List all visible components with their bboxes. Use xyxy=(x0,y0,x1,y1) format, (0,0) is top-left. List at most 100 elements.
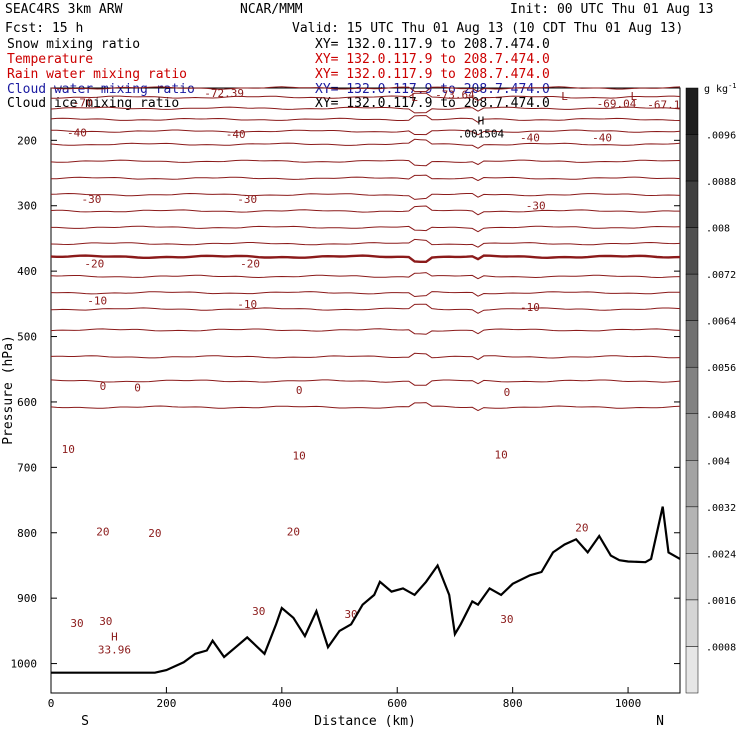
isotherm--30 xyxy=(50,159,681,167)
init-time: Init: 00 UTC Thu 01 Aug 13 xyxy=(510,2,714,17)
field-rain: Rain water mixing ratio xyxy=(7,67,187,82)
x-tick-label: 800 xyxy=(503,697,523,710)
contour-labels: -72.39 -73.64 -70 -69.04 -67.1 -40 -40 -40 -40 -3… xyxy=(62,87,681,630)
contour-label: -69.04 xyxy=(597,98,637,111)
y-tick-label: 200 xyxy=(17,134,37,147)
contour-label: 20 xyxy=(96,525,109,538)
contour-label: 20 xyxy=(575,522,588,535)
contour-label: -72.39 xyxy=(204,87,244,100)
field-temperature: Temperature xyxy=(7,52,93,67)
colorbar-tick-label: .0056 xyxy=(706,363,736,374)
south-end-label: S xyxy=(81,714,89,729)
contour-label: 10 xyxy=(293,450,306,463)
colorbar: .0096 .0088 .008 .0072 .0064 .0056 .0048 .004 .0… xyxy=(685,87,736,694)
model-title: SEAC4RS 3km ARW xyxy=(5,2,123,17)
contour-label: -73.64 xyxy=(435,89,475,102)
isotherm--60 xyxy=(50,92,681,102)
extremum-mark: H xyxy=(478,115,485,128)
isotherm-30 xyxy=(50,402,681,412)
y-tick-label: 700 xyxy=(17,461,37,474)
colorbar-tick-label: .0096 xyxy=(706,131,736,142)
y-tick-label: 300 xyxy=(17,200,37,213)
isotherm-0 xyxy=(50,254,681,263)
contour-label: -30 xyxy=(237,193,257,206)
contour-label: -10 xyxy=(87,295,107,308)
isotherm-5 xyxy=(50,272,681,280)
extremum-mark: H xyxy=(111,631,118,644)
colorbar-segment xyxy=(685,506,699,554)
colorbar-tick-label: .0064 xyxy=(706,317,736,328)
isotherm-18 xyxy=(50,328,681,335)
isotherm--55 xyxy=(50,106,681,114)
colorbar-segment xyxy=(685,134,699,182)
contour-label: 0 xyxy=(100,380,107,393)
colorbar-tick-label: .0032 xyxy=(706,503,736,514)
x-tick-label: 200 xyxy=(156,697,176,710)
isotherm--15 xyxy=(50,205,680,216)
colorbar-tick-label: .0008 xyxy=(706,642,736,653)
x-tick-label: 1000 xyxy=(615,697,642,710)
contour-label: -40 xyxy=(226,128,246,141)
contour-label: 30 xyxy=(70,617,83,630)
x-tick-label: 400 xyxy=(272,697,292,710)
xy-snow: XY= 132.0.117.9 to 208.7.474.0 xyxy=(315,37,550,52)
extremum-mark: L xyxy=(631,90,638,103)
isotherm--25 xyxy=(50,174,681,182)
terrain-profile xyxy=(51,506,681,674)
y-tick-label: 900 xyxy=(17,592,37,605)
field-snow: Snow mixing ratio xyxy=(7,37,140,52)
colorbar-segment xyxy=(685,87,699,135)
xy-rain: XY= 132.0.117.9 to 208.7.474.0 xyxy=(315,67,550,82)
extremum-value: 33.96 xyxy=(98,644,131,657)
contour-label: 20 xyxy=(148,527,161,540)
terrain-line xyxy=(51,506,681,674)
colorbar-tick-label: .0088 xyxy=(706,177,736,188)
contour-label: -20 xyxy=(84,257,104,270)
contour-label: 30 xyxy=(500,613,513,626)
isotherm-20 xyxy=(50,352,681,361)
contour-label: 0 xyxy=(504,386,511,399)
contour-label: -70 xyxy=(73,96,93,109)
isotherm--40 xyxy=(51,129,681,136)
colorbar-tick-label: .0024 xyxy=(706,549,736,560)
isotherm--10 xyxy=(51,225,681,233)
colorbar-segment xyxy=(685,180,699,228)
extremum-value: .001504 xyxy=(458,128,505,141)
field-cloud-ice: Cloud ice mixing ratio xyxy=(7,96,179,111)
center-title: NCAR/MMM xyxy=(240,2,303,17)
contour-label: -67.1 xyxy=(647,98,680,111)
isotherm--50 xyxy=(50,115,681,123)
contour-label: -20 xyxy=(240,257,260,270)
colorbar-segment xyxy=(685,413,699,461)
colorbar-segment xyxy=(685,273,699,321)
isotherm--20 xyxy=(50,192,681,200)
colorbar-segment xyxy=(685,646,699,694)
colorbar-tick-label: .0016 xyxy=(706,596,736,607)
extremum-mark: L xyxy=(411,91,418,104)
colorbar-segment xyxy=(685,460,699,508)
xy-cloud-ice: XY= 132.0.117.9 to 208.7.474.0 xyxy=(315,96,550,111)
isotherm-15 xyxy=(50,303,681,314)
contour-label: -10 xyxy=(237,298,257,311)
colorbar-segment xyxy=(685,553,699,601)
colorbar-segment xyxy=(685,599,699,647)
y-tick-label: 800 xyxy=(17,527,37,540)
contour-label: -40 xyxy=(67,126,87,139)
colorbar-tick-label: .004 xyxy=(706,456,730,467)
contour-label: -40 xyxy=(520,132,540,145)
extremum-mark: L xyxy=(561,90,568,103)
y-tick-label: 1000 xyxy=(11,658,38,671)
contour-label: 10 xyxy=(62,443,75,456)
xy-cloud-water: XY= 132.0.117.9 to 208.7.474.0 xyxy=(315,82,550,97)
colorbar-segment xyxy=(685,227,699,275)
isotherm-10 xyxy=(50,291,681,298)
x-axis: 0 200 400 600 800 1000 xyxy=(48,687,642,710)
y-tick-label: 400 xyxy=(17,265,37,278)
contour-label: 10 xyxy=(494,448,507,461)
forecast-hour: Fcst: 15 h xyxy=(5,21,83,36)
contour-label: -30 xyxy=(81,193,101,206)
valid-time: Valid: 15 UTC Thu 01 Aug 13 (10 CDT Thu … xyxy=(292,21,683,36)
